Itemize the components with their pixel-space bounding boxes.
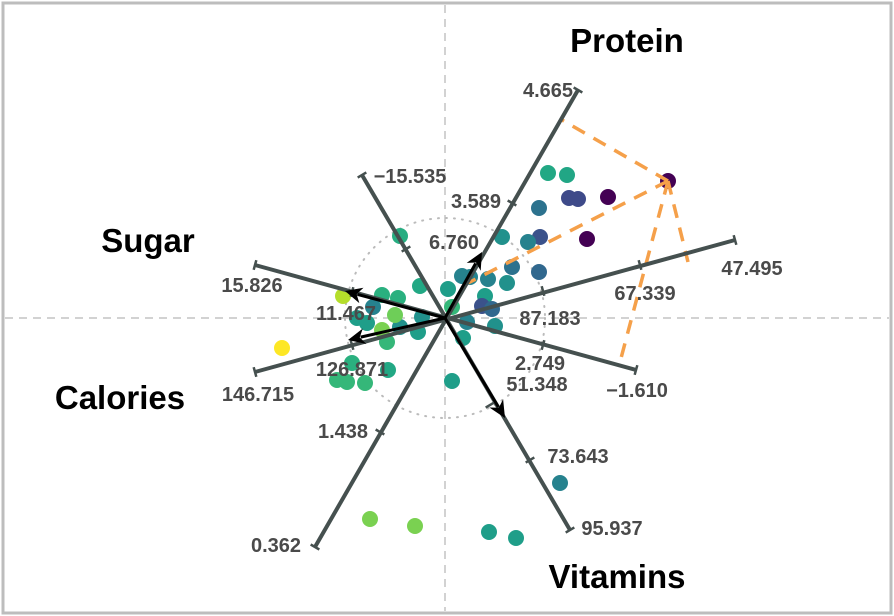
loading-arrow-vitamins (443, 317, 500, 408)
data-point (440, 281, 456, 297)
data-point (508, 530, 524, 546)
data-point (579, 231, 595, 247)
axis-tick (540, 285, 546, 297)
axis-end-label: −1.610 (606, 380, 668, 402)
axis-tick (485, 401, 495, 409)
arrowhead-icon (489, 399, 505, 418)
axis-tick (252, 366, 258, 378)
data-point (531, 264, 547, 280)
axis-tick-label: 1.438 (318, 421, 368, 443)
data-point (559, 167, 575, 183)
data-point (407, 518, 423, 534)
data-point (532, 229, 548, 245)
axis-tick (401, 245, 411, 253)
axis-tick (732, 234, 738, 246)
data-point (274, 340, 290, 356)
data-point (540, 165, 556, 181)
axis-end-label: −15.535 (374, 166, 447, 188)
axis-tick (540, 339, 546, 351)
axis-tick-label: 51.348 (506, 374, 567, 396)
axis-name-protein: Protein (570, 22, 684, 59)
projection-line (561, 118, 669, 183)
projection-line (666, 180, 690, 263)
data-point (552, 475, 568, 491)
axis-tick-label: 3.589 (451, 191, 501, 213)
axis-end-label: 47.495 (721, 258, 782, 280)
axis-end-label: 146.715 (222, 384, 294, 406)
data-point (359, 315, 375, 331)
data-point (362, 511, 378, 527)
axis-tick-label: 6.760 (429, 232, 479, 254)
axis-name-sugar: Sugar (101, 222, 195, 259)
axis-tick (375, 428, 385, 436)
axis-tick (310, 543, 320, 551)
data-point (444, 373, 460, 389)
axis-tick (633, 364, 639, 376)
data-point (481, 524, 497, 540)
axis-tick-label: 2.749 (515, 353, 565, 375)
axis-tick (565, 526, 575, 534)
loading-arrow-calories (360, 316, 446, 339)
axis-tick-label: 73.643 (547, 446, 608, 468)
axis-tick (357, 171, 367, 179)
axis-tick (252, 259, 258, 271)
data-point (531, 200, 547, 216)
loading-arrow-protein (443, 262, 477, 319)
axis-tick-label: 87.183 (519, 308, 580, 330)
projection-line (467, 179, 669, 285)
axis-tick (525, 456, 535, 464)
data-point (387, 307, 403, 323)
data-point (339, 374, 355, 390)
axis-name-calories: Calories (55, 379, 185, 416)
axis-line-calories (254, 238, 736, 374)
axis-tick (349, 339, 355, 351)
projection-line (618, 180, 670, 363)
axis-tick (637, 259, 643, 271)
data-point (520, 234, 536, 250)
axis-tick-label: 67.339 (614, 283, 675, 305)
data-point (499, 275, 515, 291)
axis-tick (573, 86, 583, 94)
arrowhead-icon (345, 287, 364, 304)
data-point (600, 189, 616, 205)
loading-arrow-sugar (357, 292, 446, 320)
unit-circle (344, 217, 546, 419)
data-point (380, 362, 396, 378)
data-point (480, 271, 496, 287)
axis-end-label: 4.665 (523, 80, 573, 102)
axis-name-vitamins: Vitamins (549, 558, 686, 595)
axis-tick-label: 126.871 (316, 359, 388, 381)
data-point (357, 375, 373, 391)
arrowhead-icon (348, 328, 367, 345)
axis-end-label: 95.937 (581, 518, 642, 540)
data-point (365, 299, 381, 315)
data-point (344, 355, 360, 371)
axis-end-label: 0.362 (251, 535, 301, 557)
axis-end-label: 15.826 (221, 275, 282, 297)
axis-tick (507, 199, 517, 207)
arrowhead-icon (466, 252, 482, 271)
data-point (570, 191, 586, 207)
axis-tick-label: 11.467 (316, 303, 376, 325)
